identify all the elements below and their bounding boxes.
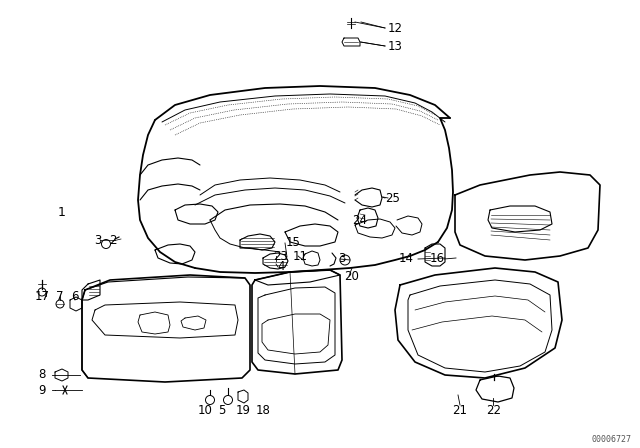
- Text: 3: 3: [94, 233, 102, 246]
- Text: 8: 8: [38, 369, 45, 382]
- Text: 1: 1: [58, 207, 66, 220]
- Text: 20: 20: [344, 270, 360, 283]
- Text: 6: 6: [71, 289, 79, 302]
- Text: 19: 19: [236, 404, 250, 417]
- Text: 5: 5: [218, 404, 226, 417]
- Text: 18: 18: [255, 404, 271, 417]
- Text: 4: 4: [277, 260, 285, 273]
- Text: 17: 17: [35, 289, 49, 302]
- Text: 2: 2: [109, 233, 116, 246]
- Text: 24: 24: [353, 215, 367, 228]
- Text: 12: 12: [387, 22, 403, 34]
- Text: 11: 11: [292, 250, 307, 263]
- Text: 25: 25: [385, 191, 401, 204]
- Text: 16: 16: [429, 253, 445, 266]
- Text: 00006727: 00006727: [592, 435, 632, 444]
- Text: 15: 15: [285, 237, 300, 250]
- Text: 7: 7: [56, 289, 64, 302]
- Text: 23: 23: [273, 250, 289, 263]
- Text: 21: 21: [452, 404, 467, 417]
- Text: 14: 14: [399, 253, 413, 266]
- Text: 3: 3: [339, 253, 346, 266]
- Text: 10: 10: [198, 404, 212, 417]
- Text: 9: 9: [38, 383, 45, 396]
- Text: 13: 13: [388, 39, 403, 52]
- Text: 22: 22: [486, 404, 502, 417]
